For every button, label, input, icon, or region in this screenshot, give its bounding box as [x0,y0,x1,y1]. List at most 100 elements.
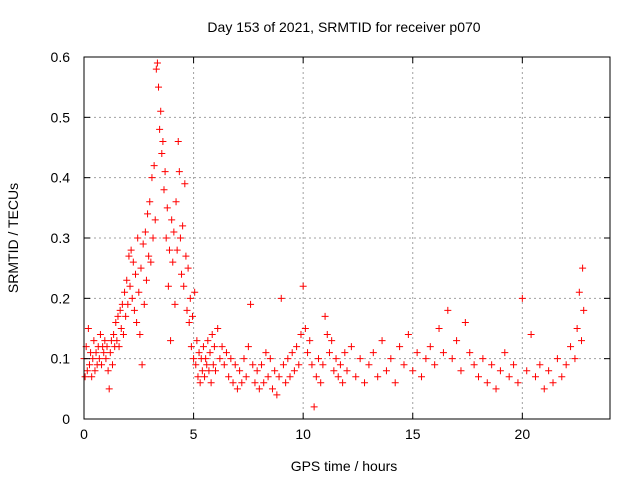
data-point [121,288,129,296]
data-point [501,349,509,357]
data-point [319,361,327,369]
data-point [310,403,318,411]
data-point [231,361,239,369]
data-point [202,355,210,363]
data-point [262,349,270,357]
data-point [260,379,268,387]
data-point [157,107,165,115]
data-point [119,331,127,339]
data-point [149,234,157,242]
data-point [479,355,487,363]
data-point [85,361,93,369]
data-point [129,258,137,266]
data-point [81,373,89,381]
data-point [146,198,154,206]
data-point [343,367,351,375]
data-point [409,367,417,375]
data-point [426,343,434,351]
data-point [151,216,159,224]
data-point [510,361,518,369]
data-point [159,137,167,145]
x-tick-label: 0 [80,426,88,442]
data-point [152,65,160,73]
data-point [218,343,226,351]
data-point [249,361,257,369]
data-point [182,252,190,260]
data-point [183,306,191,314]
data-point [242,373,250,381]
data-point [123,276,131,284]
data-point [201,373,209,381]
data-point [135,288,143,296]
data-point [139,240,147,248]
y-tick-label: 0.6 [51,49,71,65]
y-tick-label: 0.2 [51,290,71,306]
data-point [391,379,399,387]
data-point [558,373,566,381]
data-point [140,300,148,308]
data-point [113,337,121,345]
data-point [114,312,122,320]
data-point [142,276,150,284]
data-point [103,343,111,351]
data-point [105,385,113,393]
data-point [431,361,439,369]
data-point [185,318,193,326]
data-point [466,349,474,357]
data-point [523,367,531,375]
data-point [150,162,158,170]
data-point [277,294,285,302]
data-point [387,355,395,363]
data-point [236,367,244,375]
data-point [180,282,188,290]
x-tick-label: 15 [405,426,421,442]
y-tick-label: 0.3 [51,230,71,246]
data-point [339,379,347,387]
data-point [378,337,386,345]
data-point [188,312,196,320]
chart-title: Day 153 of 2021, SRMTID for receiver p07… [207,19,480,35]
data-point [304,349,312,357]
data-point [209,361,217,369]
data-point [191,288,199,296]
data-point [347,343,355,351]
data-point [540,385,548,393]
data-point [101,337,109,345]
data-point [461,318,469,326]
data-point [240,355,248,363]
data-point [172,198,180,206]
data-point [148,174,156,182]
data-point [125,252,133,260]
data-point [549,379,557,387]
y-tick-label: 0.5 [51,109,71,125]
data-point [95,355,103,363]
x-tick-label: 20 [515,426,531,442]
data-point [92,349,100,357]
y-tick-label: 0 [62,411,70,427]
data-point [89,355,97,363]
data-point [238,379,246,387]
data-point [374,373,382,381]
tick-marks [83,56,610,420]
data-point [128,294,136,302]
data-points [80,59,588,411]
data-point [176,234,184,242]
y-axis-label: SRMTID / TECUs [5,183,21,293]
data-point [102,355,110,363]
data-point [413,349,421,357]
data-point [341,349,349,357]
data-point [448,355,456,363]
data-point [187,343,195,351]
data-point [282,379,290,387]
data-point [382,367,390,375]
data-point [361,379,369,387]
data-point [293,343,301,351]
data-point [196,379,204,387]
data-point [573,325,581,332]
data-point [168,216,176,224]
data-point [137,264,145,272]
data-point [112,318,120,326]
data-point [141,228,149,236]
data-point [284,355,292,363]
data-point [356,355,364,363]
